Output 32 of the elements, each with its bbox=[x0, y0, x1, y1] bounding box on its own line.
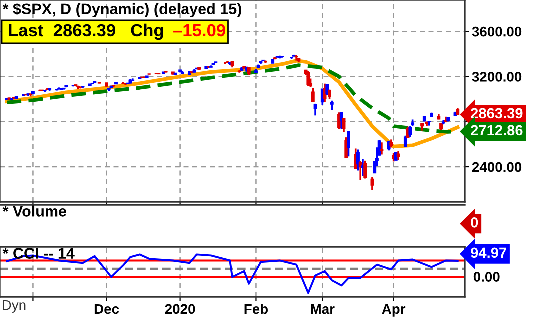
annotation: 94.97 bbox=[471, 248, 506, 258]
ref-line-label: 0.00 bbox=[474, 272, 500, 282]
chart-title: * $SPX, D (Dynamic) (delayed 15) bbox=[2, 3, 242, 18]
candlestick bbox=[311, 87, 315, 103]
annotation: 2863.39 bbox=[471, 108, 523, 119]
x-tick-label: Apr bbox=[382, 304, 406, 317]
x-tick-label: Mar bbox=[311, 304, 335, 314]
text: Dyn bbox=[3, 300, 26, 313]
candlestick bbox=[404, 134, 408, 148]
candlestick bbox=[326, 84, 330, 96]
annotation: Last 2863.39 Chg bbox=[9, 24, 164, 40]
candlestick bbox=[330, 100, 334, 112]
candlestick bbox=[356, 148, 360, 172]
x-tick-label: 2020 bbox=[165, 304, 196, 314]
x-tick-label: Dec bbox=[94, 304, 120, 314]
candlestick bbox=[344, 136, 348, 160]
candlestick bbox=[340, 112, 344, 130]
y-tick-label: 3600.00 bbox=[472, 26, 522, 37]
x-tick-label: Feb bbox=[244, 304, 268, 314]
line-series bbox=[5, 59, 460, 149]
text: * Volume bbox=[2, 206, 67, 217]
annotation: –15.09 bbox=[174, 24, 226, 37]
candlestick bbox=[428, 120, 432, 127]
candlestick bbox=[370, 176, 374, 192]
candlestick bbox=[347, 131, 350, 158]
candlestick bbox=[380, 142, 384, 156]
y-tick-label: 3200.00 bbox=[472, 72, 522, 82]
annotation: 2712.86 bbox=[471, 125, 523, 136]
candlestick bbox=[408, 125, 412, 138]
text: 0 bbox=[471, 217, 478, 228]
y-tick-label: 2400.00 bbox=[472, 162, 522, 172]
candlestick bbox=[306, 70, 310, 87]
